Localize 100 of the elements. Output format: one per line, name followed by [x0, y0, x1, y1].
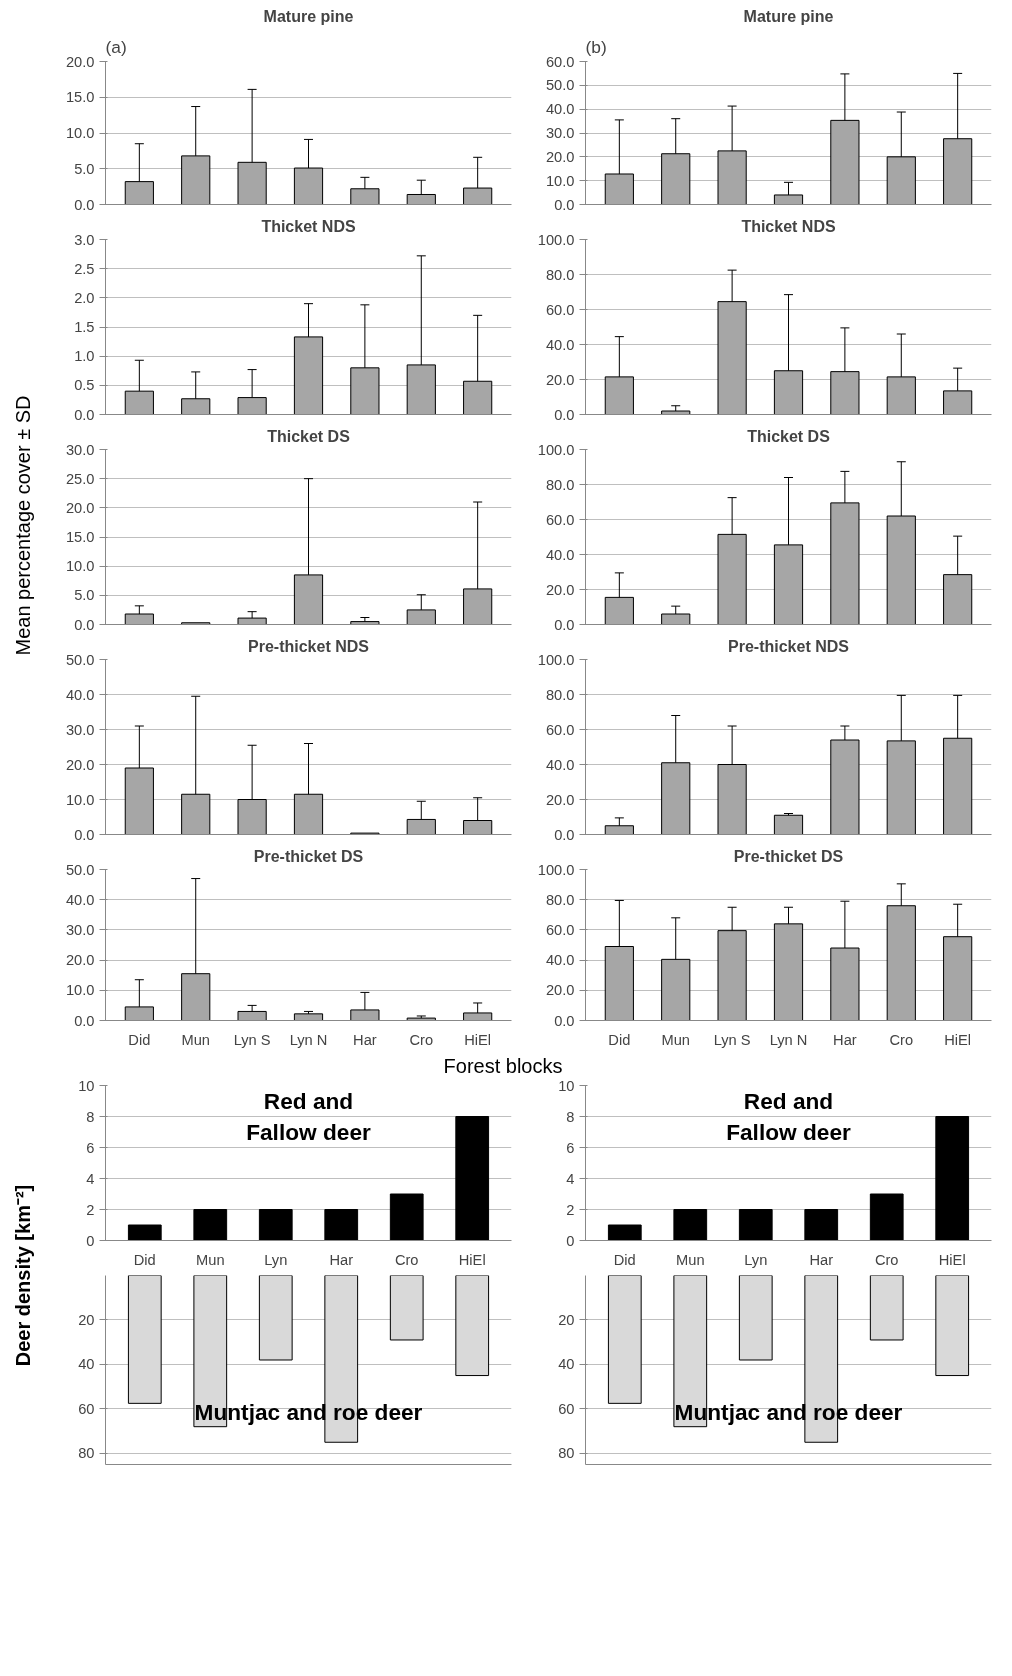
x-tick-label: Did	[608, 1031, 631, 1048]
y-tick-label: 25.0	[65, 470, 95, 487]
x-tick-label: Lyn	[744, 1251, 768, 1268]
y-tick-label: 0.0	[554, 196, 575, 213]
y-tick-label: 20.0	[65, 499, 95, 516]
x-tick-label: HiEl	[944, 1031, 972, 1048]
y-tick-label: 20.0	[65, 756, 95, 773]
x-tick-label: Har	[329, 1251, 354, 1268]
y-tick-label: 1.5	[74, 319, 95, 335]
x-tick-label: HiEl	[938, 1251, 966, 1268]
y-tick-label: 40	[558, 1356, 575, 1373]
chart-title: Thicket DS	[267, 427, 351, 445]
y-tick-label: 0	[86, 1232, 95, 1249]
x-tick-label: Har	[809, 1251, 834, 1268]
y-tick-label: 20.0	[545, 581, 575, 598]
y-tick-label: 80.0	[545, 686, 575, 703]
y-tick-label: 60.0	[545, 511, 575, 528]
x-tick-label: Har	[353, 1031, 377, 1048]
y-tick-label: 6	[86, 1139, 95, 1156]
y-tick-label: 2.0	[74, 289, 95, 306]
x-tick-label: Mun	[661, 1031, 690, 1048]
x-tick-label: Har	[833, 1031, 857, 1048]
y-tick-label: 10.0	[65, 982, 95, 999]
y-tick-label: 4	[86, 1170, 95, 1187]
y-tick-label: 80	[558, 1445, 575, 1462]
y-tick-label: 50.0	[65, 651, 95, 668]
y-tick-label: 10	[78, 1077, 95, 1094]
x-tick-label: HiEl	[464, 1031, 492, 1048]
y-tick-label: 100.0	[537, 861, 575, 878]
y-tick-label: 0.0	[74, 406, 95, 423]
y-tick-label: 8	[566, 1108, 575, 1125]
y-tick-label: 80.0	[545, 891, 575, 908]
annotation: Red and Fallow deer	[246, 1087, 371, 1146]
y-tick-label: 20.0	[545, 982, 575, 999]
chart-title: Thicket NDS	[261, 217, 356, 235]
y-tick-label: 30.0	[65, 921, 95, 938]
y-tick-label: 8	[86, 1108, 95, 1125]
x-axis-title: Forest blocks	[443, 1054, 563, 1077]
y-tick-label: 0	[566, 1232, 575, 1249]
x-tick-label: Mun	[196, 1251, 225, 1268]
chart-title: Mature pine	[263, 7, 354, 25]
x-tick-label: Lyn N	[289, 1031, 328, 1048]
y-tick-label: 80.0	[545, 266, 575, 283]
y-tick-label: 30.0	[65, 721, 95, 738]
x-tick-label: Cro	[409, 1031, 434, 1048]
x-tick-label: Lyn N	[769, 1031, 808, 1048]
y-tick-label: 5.0	[74, 160, 95, 177]
x-tick-label: Cro	[874, 1251, 899, 1268]
y-tick-label: 0.0	[74, 616, 95, 633]
x-tick-label: Mun	[181, 1031, 210, 1048]
y-tick-label: 60.0	[545, 301, 575, 318]
y-tick-label: 20.0	[65, 53, 95, 70]
y-tick-label: 40.0	[545, 756, 575, 773]
y-tick-label: 0.5	[74, 377, 95, 394]
chart-title: Pre-thicket NDS	[728, 637, 850, 655]
y-tick-label: 1.0	[74, 348, 95, 365]
y-tick-label: 0.0	[74, 196, 95, 213]
y-tick-label: 0.0	[554, 406, 575, 423]
y-tick-label: 10.0	[545, 172, 575, 189]
y-tick-label: 40.0	[545, 101, 575, 118]
y-tick-label: 6	[566, 1139, 575, 1156]
y-tick-label: 2.5	[74, 260, 95, 277]
y-tick-label: 0.0	[554, 616, 575, 633]
y-tick-label: 50.0	[545, 77, 575, 94]
y-tick-label: 0.0	[554, 826, 575, 843]
chart-title: Pre-thicket DS	[733, 847, 844, 865]
text: (a)	[105, 36, 127, 57]
y-tick-label: 15.0	[65, 529, 95, 545]
y-tick-label: 60.0	[545, 53, 575, 70]
x-tick-label: HiEl	[458, 1251, 486, 1268]
x-tick-label: Lyn S	[233, 1031, 271, 1048]
y-tick-label: 15.0	[65, 89, 95, 106]
y-tick-label: 0.0	[74, 826, 95, 843]
y-tick-label: 20.0	[545, 148, 575, 165]
y-tick-label: 0.0	[554, 1012, 575, 1029]
x-tick-label: Did	[128, 1031, 151, 1048]
annotation: Red and Fallow deer	[726, 1087, 851, 1146]
chart-title: Pre-thicket NDS	[248, 637, 370, 655]
y-tick-label: 40.0	[545, 952, 575, 969]
y-tick-label: 3.0	[74, 231, 95, 248]
y-tick-label: 20	[78, 1311, 95, 1328]
y-tick-label: 40	[78, 1356, 95, 1373]
x-tick-label: Cro	[394, 1251, 419, 1268]
x-tick-label: Mun	[676, 1251, 705, 1268]
y-tick-label: 60	[558, 1400, 575, 1417]
chart-title: Mature pine	[743, 7, 834, 25]
y-tick-label: 4	[566, 1170, 575, 1187]
y-tick-label: 20.0	[545, 371, 575, 388]
y-tick-label: 20.0	[545, 791, 575, 808]
y-tick-label: 10.0	[65, 791, 95, 808]
y-tick-label: 50.0	[65, 861, 95, 878]
y-tick-label: 40.0	[65, 891, 95, 908]
y-tick-label: 10.0	[65, 125, 95, 141]
y-tick-label: 100.0	[537, 651, 575, 668]
y-tick-label: 20	[558, 1311, 575, 1328]
y-tick-label: 40.0	[65, 686, 95, 703]
y-tick-label: 40.0	[545, 336, 575, 353]
text: (b)	[585, 36, 607, 57]
y-tick-label: 2	[566, 1201, 575, 1218]
chart-title: Thicket DS	[747, 427, 831, 445]
